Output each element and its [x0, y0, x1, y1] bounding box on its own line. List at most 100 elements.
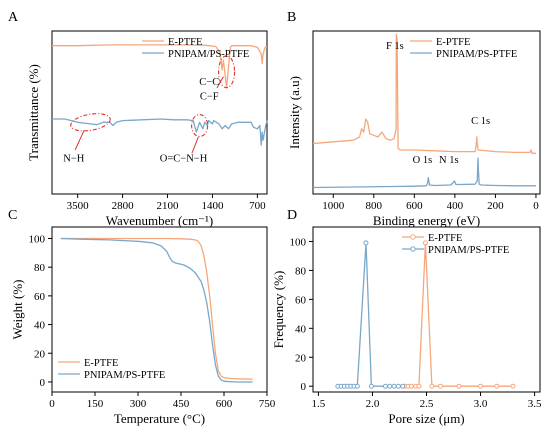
data-point [429, 383, 435, 389]
panel-c: C 0 150 300 450 600 750 0 20 40 60 80 100 Temperature… [8, 208, 276, 426]
annotation-ellipse [70, 113, 111, 132]
annotation-leader [216, 76, 224, 89]
data-point [391, 383, 397, 389]
y-tick-label: 20 [295, 352, 307, 364]
legend-label: E-PTFE [84, 358, 118, 369]
data-point [395, 383, 401, 389]
x-tick-label: 800 [366, 200, 383, 212]
legend-label: E-PTFE [436, 37, 470, 48]
y-axis-label: Weight (%) [10, 280, 25, 340]
panel-d: D 1.5 2.0 2.5 3.0 3.5 0 20 40 60 80 100 Pore size (μ… [271, 208, 542, 426]
x-axis-label: Binding energy (eV) [373, 213, 480, 228]
annotation-text: F 1s [386, 41, 404, 52]
x-tick-label: 600 [216, 398, 233, 410]
x-tick-label: 600 [406, 200, 423, 212]
y-tick-label: 60 [295, 294, 307, 306]
x-tick-label: 2.5 [420, 398, 434, 410]
y-tick-label: 0 [301, 381, 307, 393]
y-tick-label: 100 [290, 236, 307, 248]
series-line-pnipam [312, 157, 536, 189]
annotation-text: C−F [200, 91, 219, 102]
x-tick-label: 3500 [67, 200, 90, 212]
data-point [438, 383, 444, 389]
series-line-pnipam [60, 237, 253, 383]
x-tick-label: 2100 [157, 200, 180, 212]
plot-frame [51, 30, 268, 195]
annotation-ellipse [218, 55, 236, 89]
y-tick-label: 20 [34, 348, 46, 360]
x-tick-label: 0 [49, 398, 55, 410]
annotation-text: N 1s [439, 155, 459, 166]
x-tick-label: 1400 [201, 200, 224, 212]
annotation-text: C−C [199, 77, 219, 88]
x-tick-label: 400 [447, 200, 464, 212]
y-axis-label: Frequency (%) [271, 271, 286, 349]
legend-label: E-PTFE [428, 233, 462, 244]
x-tick-label: 300 [130, 398, 147, 410]
legend-marker [410, 234, 416, 240]
x-tick-label: 1.5 [312, 398, 326, 410]
x-tick-label: 3.5 [528, 398, 542, 410]
panel-label-c: C [8, 208, 17, 223]
series-line-pnipam [52, 118, 268, 146]
y-tick-label: 100 [29, 233, 46, 245]
legend-label: PNIPAM/PS-PTFE [428, 245, 509, 256]
panel-label-a: A [8, 10, 19, 25]
x-tick-label: 750 [259, 398, 276, 410]
y-tick-label: 60 [34, 291, 46, 303]
data-point [363, 240, 369, 246]
panel-label-b: B [287, 10, 296, 25]
data-point [354, 383, 360, 389]
panel-b: B 1000 800 600 400 200 0 Binding energy (eV) Int… [287, 10, 541, 228]
series-line-e-ptfe [312, 33, 536, 154]
y-tick-label: 0 [40, 377, 46, 389]
data-point [368, 383, 374, 389]
legend-label: PNIPAM/PS-PTFE [436, 49, 517, 60]
legend-label: PNIPAM/PS-PTFE [84, 370, 165, 381]
y-tick-label: 40 [295, 323, 307, 335]
x-tick-label: 450 [173, 398, 190, 410]
legend-label: PNIPAM/PS-PTFE [168, 49, 249, 60]
x-tick-label: 150 [87, 398, 104, 410]
annotation-leader [191, 136, 199, 154]
data-point [400, 383, 406, 389]
data-point [494, 383, 500, 389]
panel-a: A 3500 2800 2100 1400 700 Wavenumber (cm⁻¹) Tra… [8, 10, 268, 228]
data-point [510, 383, 516, 389]
annotation-text: N−H [63, 153, 85, 164]
data-point [456, 383, 462, 389]
x-axis-label: Pore size (μm) [388, 411, 464, 426]
plot-frame [312, 30, 541, 195]
plot-frame [51, 226, 268, 393]
y-axis-label: Transmittance (%) [26, 64, 41, 161]
x-tick-label: 1000 [322, 200, 345, 212]
y-tick-label: 40 [34, 320, 46, 332]
annotation-ellipse [191, 113, 209, 138]
x-axis-label: Wavenumber (cm⁻¹) [106, 213, 214, 228]
data-point [408, 383, 414, 389]
x-tick-label: 2.0 [366, 398, 380, 410]
x-axis-label: Temperature (°C) [114, 411, 205, 426]
y-tick-label: 80 [295, 265, 307, 277]
data-point [382, 383, 388, 389]
x-tick-label: 200 [487, 200, 504, 212]
x-tick-label: 700 [249, 200, 266, 212]
x-tick-label: 3.0 [474, 398, 488, 410]
series-line-e-ptfe [404, 242, 513, 387]
data-point [416, 383, 422, 389]
annotation-text: C 1s [471, 116, 490, 127]
legend-marker [410, 246, 416, 252]
series-line-e-ptfe [60, 237, 253, 380]
y-axis-label: Intensity (a.u) [287, 76, 302, 149]
y-tick-label: 80 [34, 262, 46, 274]
x-tick-label: 2800 [112, 200, 135, 212]
panel-label-d: D [287, 208, 297, 223]
data-point [422, 240, 428, 246]
data-point [387, 383, 393, 389]
annotation-text: O=C−N−H [160, 153, 208, 164]
legend-label: E-PTFE [168, 37, 202, 48]
data-point [478, 383, 484, 389]
series-line-pnipam [337, 242, 403, 387]
annotation-leader [74, 130, 85, 151]
